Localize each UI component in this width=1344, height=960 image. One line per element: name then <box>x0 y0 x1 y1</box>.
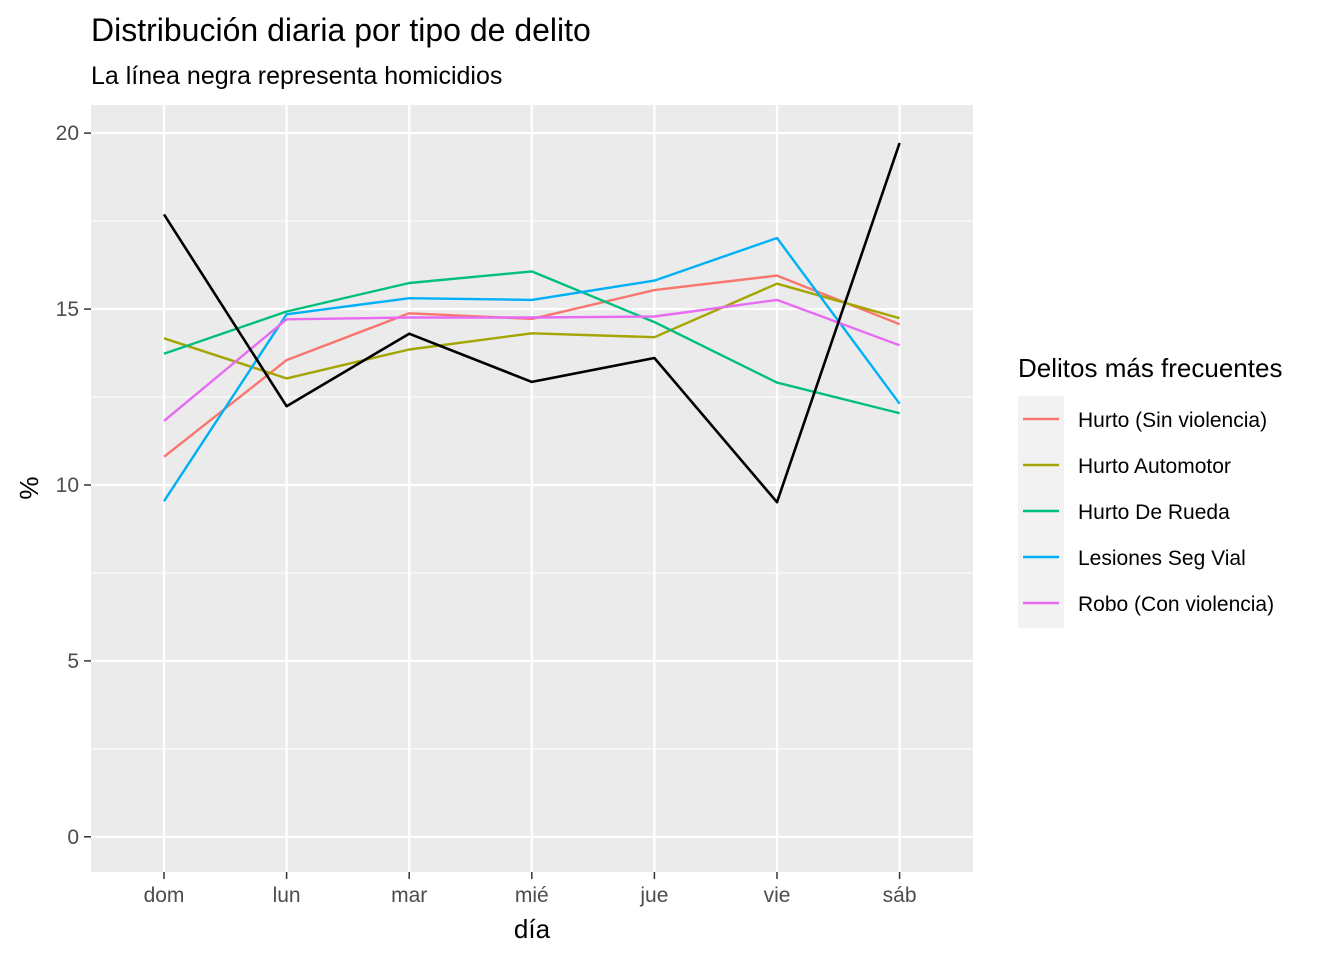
x-tick-label: vie <box>764 884 791 907</box>
y-tick-label: 10 <box>56 474 79 497</box>
reference-line <box>162 142 901 504</box>
y-axis-title: % <box>14 476 44 499</box>
legend: Delitos más frecuentes Hurto (Sin violen… <box>1018 353 1282 628</box>
legend-label-1: Hurto (Sin violencia) <box>1078 409 1267 432</box>
y-tick-label: 0 <box>67 826 79 849</box>
y-tick-label: 15 <box>56 298 79 321</box>
legend-label-2: Hurto Automotor <box>1078 455 1231 478</box>
grid-major <box>91 105 973 872</box>
x-tick-label: sáb <box>883 884 917 907</box>
legend-label-3: Hurto De Rueda <box>1078 501 1230 524</box>
x-tick-label: lun <box>273 884 301 907</box>
legend-label-5: Robo (Con violencia) <box>1078 593 1274 616</box>
x-axis: dom lun mar mié jue vie sáb <box>144 872 917 907</box>
series-layer <box>162 142 901 504</box>
legend-items: Hurto (Sin violencia) Hurto Automotor Hurt… <box>1023 409 1274 616</box>
series-line-4 <box>162 236 901 502</box>
legend-title: Delitos más frecuentes <box>1018 353 1282 383</box>
series-line-1 <box>163 274 901 458</box>
x-tick-label: dom <box>144 884 185 907</box>
series-line-3 <box>163 270 900 415</box>
x-tick-label: mar <box>391 884 427 907</box>
y-axis: 0 5 10 15 20 <box>56 122 91 849</box>
y-tick-label: 20 <box>56 122 79 145</box>
legend-label-4: Lesiones Seg Vial <box>1078 547 1246 570</box>
y-tick-label: 5 <box>67 650 79 673</box>
x-tick-label: jue <box>639 884 668 907</box>
series-line-2 <box>163 282 900 380</box>
x-axis-title: día <box>514 914 551 944</box>
chart-subtitle: La línea negra representa homicidios <box>91 62 502 90</box>
chart-title: Distribución diaria por tipo de delito <box>91 12 591 48</box>
x-tick-label: mié <box>515 884 549 907</box>
series-line-5 <box>163 298 901 422</box>
